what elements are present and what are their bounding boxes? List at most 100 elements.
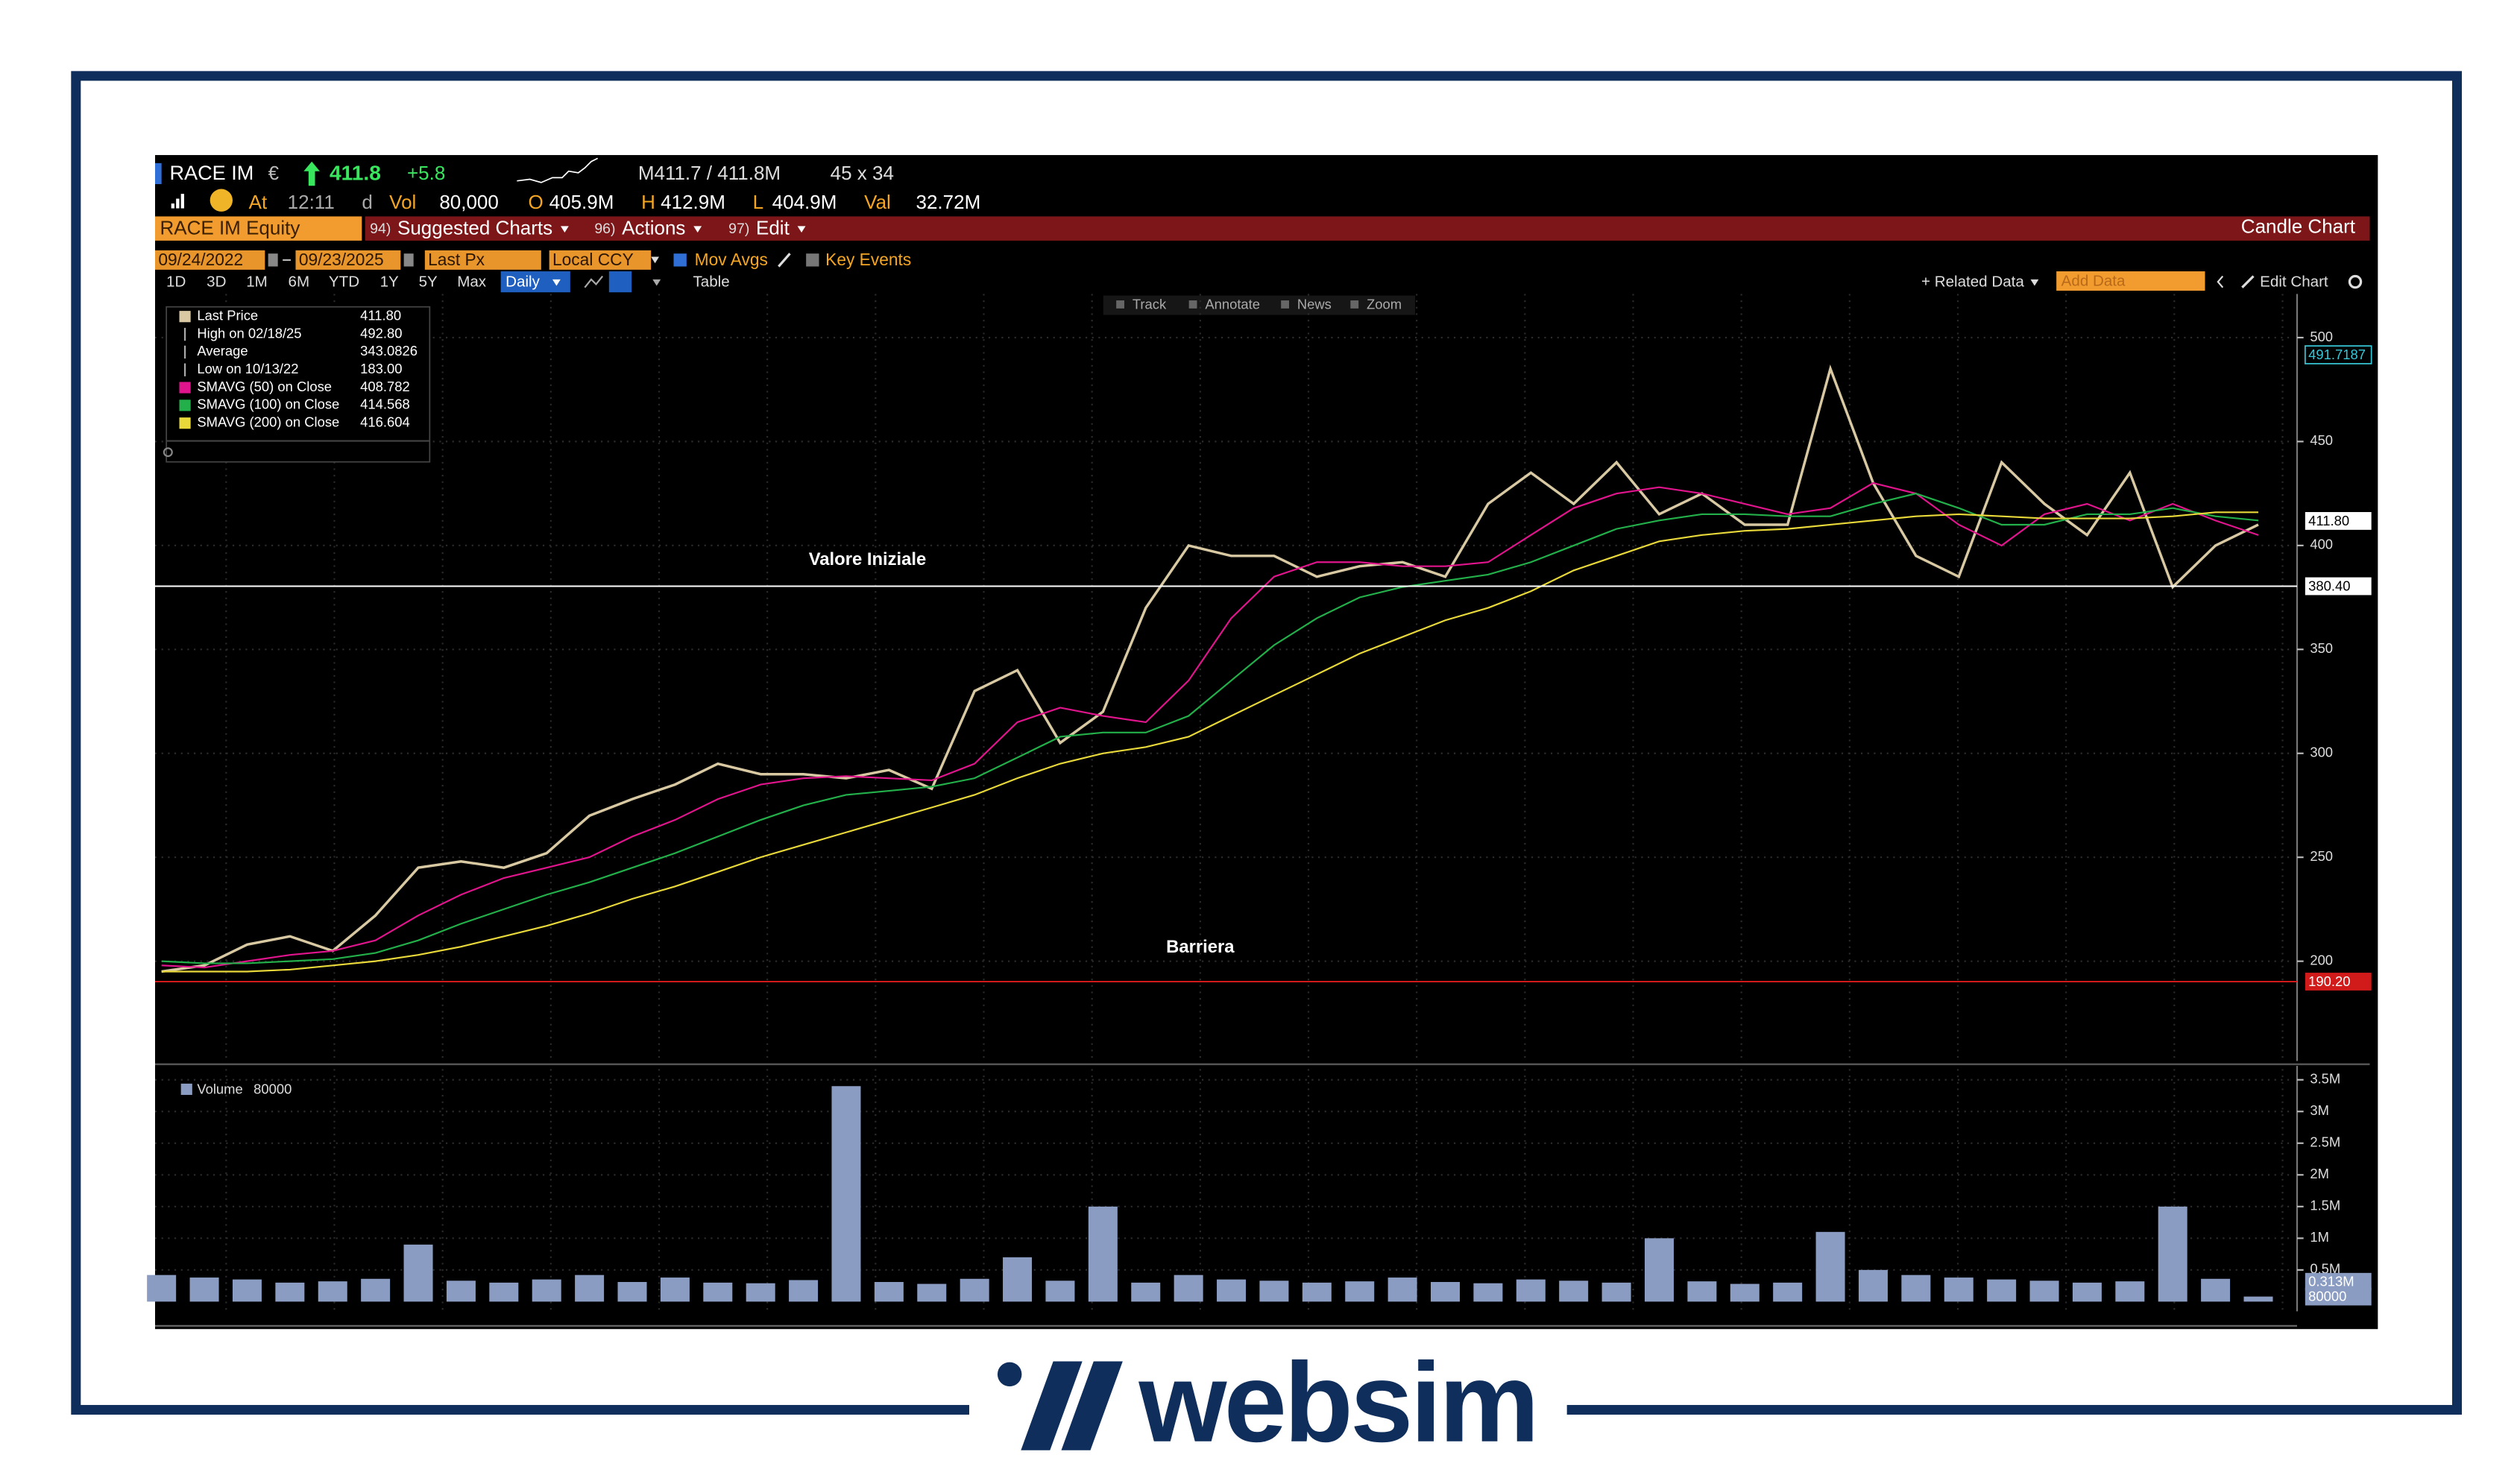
quote-field: H bbox=[641, 191, 655, 213]
quote-field: 80,000 bbox=[439, 191, 499, 213]
volume-bar bbox=[1644, 1238, 1674, 1302]
axis-pill-label: 80000 bbox=[2308, 1289, 2346, 1304]
security-box bbox=[155, 216, 362, 241]
volume-bar bbox=[917, 1283, 947, 1302]
related-data[interactable]: + Related Data bbox=[1921, 274, 2024, 291]
volume-bar bbox=[1045, 1280, 1075, 1302]
tool-icon bbox=[1281, 300, 1289, 309]
dropdown-arrow bbox=[560, 226, 569, 233]
table-button[interactable]: Table bbox=[693, 274, 730, 291]
tool-icon bbox=[1188, 300, 1197, 309]
axis-pill-label: 380.40 bbox=[2308, 578, 2350, 593]
volume-bar bbox=[746, 1283, 775, 1302]
volume-bar bbox=[147, 1275, 177, 1302]
chart-tool[interactable]: News bbox=[1297, 296, 1332, 312]
add-data[interactable]: Add Data bbox=[2061, 273, 2126, 290]
collapse-icon bbox=[2217, 275, 2224, 288]
volume-bar bbox=[1174, 1275, 1203, 1302]
period-button[interactable]: YTD bbox=[329, 274, 359, 291]
axis-pill bbox=[2305, 512, 2372, 530]
chart-tool[interactable]: Zoom bbox=[1367, 296, 1402, 312]
volume-bar bbox=[532, 1279, 561, 1302]
period-button[interactable]: 5Y bbox=[419, 274, 438, 291]
axis-pill bbox=[2305, 1287, 2372, 1306]
period-button[interactable]: 1D bbox=[166, 274, 186, 291]
setting-box bbox=[549, 250, 652, 270]
tool-icon bbox=[1116, 300, 1124, 309]
period-button[interactable]: 3D bbox=[207, 274, 226, 291]
legend-value: 414.568 bbox=[360, 397, 410, 412]
volume-bar bbox=[1815, 1231, 1845, 1302]
key-events[interactable]: Key Events bbox=[825, 250, 911, 269]
bid-ask-size: 45 x 34 bbox=[831, 162, 894, 184]
volume-bar bbox=[1431, 1282, 1461, 1302]
add-data-box bbox=[2056, 271, 2205, 291]
menu-item[interactable]: Edit bbox=[756, 217, 790, 239]
volume-bar bbox=[1559, 1280, 1589, 1302]
volume-bar bbox=[2029, 1280, 2059, 1302]
setting-field[interactable]: 09/24/2022 bbox=[158, 250, 243, 269]
pencil-icon bbox=[2241, 275, 2255, 288]
volume-bar bbox=[1473, 1283, 1503, 1302]
volume-bar bbox=[232, 1279, 262, 1302]
legend-value: 492.80 bbox=[360, 325, 402, 341]
chart-tool[interactable]: Annotate bbox=[1205, 296, 1260, 312]
volume-bar bbox=[2115, 1281, 2145, 1302]
menu-code: 94) bbox=[370, 221, 391, 237]
line-icon bbox=[584, 275, 604, 288]
gear-icon bbox=[2348, 274, 2363, 289]
reference-label: Valore Iniziale bbox=[809, 549, 927, 569]
chart-tool[interactable]: Track bbox=[1133, 296, 1167, 312]
volume-bar bbox=[1387, 1278, 1417, 1302]
setting-box bbox=[424, 250, 541, 270]
moving-average bbox=[161, 481, 2259, 969]
logo-stroke bbox=[1021, 1361, 1083, 1450]
price-change: +5.8 bbox=[407, 162, 445, 184]
tool-icon bbox=[1350, 300, 1359, 309]
dropdown-arrow bbox=[652, 279, 661, 286]
volume-bar bbox=[789, 1280, 819, 1302]
y-tick-label: 2M bbox=[2310, 1166, 2329, 1181]
setting-field[interactable]: Last Px bbox=[428, 250, 485, 269]
up-arrow bbox=[303, 161, 320, 186]
menu-item[interactable]: Suggested Charts bbox=[397, 217, 552, 239]
legend-value: 411.80 bbox=[360, 308, 401, 323]
frequency[interactable]: Daily bbox=[505, 274, 540, 291]
menu-item[interactable]: Actions bbox=[622, 217, 685, 239]
axis-pill-label: 491.7187 bbox=[2308, 347, 2366, 362]
chart-kind: Candle Chart bbox=[2241, 215, 2356, 237]
volume-bar bbox=[960, 1278, 989, 1302]
period-button[interactable]: 6M bbox=[289, 274, 310, 291]
y-tick-label: 300 bbox=[2310, 745, 2333, 760]
logo-stroke bbox=[1061, 1361, 1123, 1450]
volume-bar bbox=[2201, 1278, 2231, 1302]
legend-label: High on 02/18/25 bbox=[197, 325, 301, 341]
period-button[interactable]: Max bbox=[457, 274, 487, 291]
edit-chart[interactable]: Edit Chart bbox=[2260, 274, 2328, 291]
legend-label: SMAVG (50) on Close bbox=[197, 379, 332, 394]
quote-field: At bbox=[249, 191, 268, 213]
signal-icon bbox=[180, 194, 184, 209]
volume-bar bbox=[703, 1282, 733, 1302]
period-button[interactable]: 1Y bbox=[380, 274, 399, 291]
legend-value: 343.0826 bbox=[360, 343, 418, 359]
y-tick-label: 250 bbox=[2310, 848, 2333, 864]
setting-field[interactable]: Local CCY bbox=[552, 250, 634, 269]
axis-pill-label: 411.80 bbox=[2308, 513, 2349, 528]
setting-field[interactable]: 09/23/2025 bbox=[299, 250, 384, 269]
quote-field: O bbox=[528, 191, 543, 213]
security: RACE IM Equity bbox=[160, 217, 300, 239]
volume-bar bbox=[1088, 1206, 1118, 1302]
y-tick-label: 3M bbox=[2310, 1102, 2329, 1118]
mov-avgs[interactable]: Mov Avgs bbox=[695, 250, 768, 269]
volume-bar bbox=[2243, 1296, 2273, 1302]
axis-pill-label: 0.313M bbox=[2308, 1274, 2354, 1289]
volume-bar bbox=[1259, 1280, 1289, 1302]
volume-bar bbox=[2072, 1282, 2102, 1302]
axis-pill bbox=[2305, 1272, 2372, 1291]
pencil-icon bbox=[778, 253, 791, 268]
period-button[interactable]: 1M bbox=[246, 274, 268, 291]
price-line bbox=[161, 364, 2259, 973]
